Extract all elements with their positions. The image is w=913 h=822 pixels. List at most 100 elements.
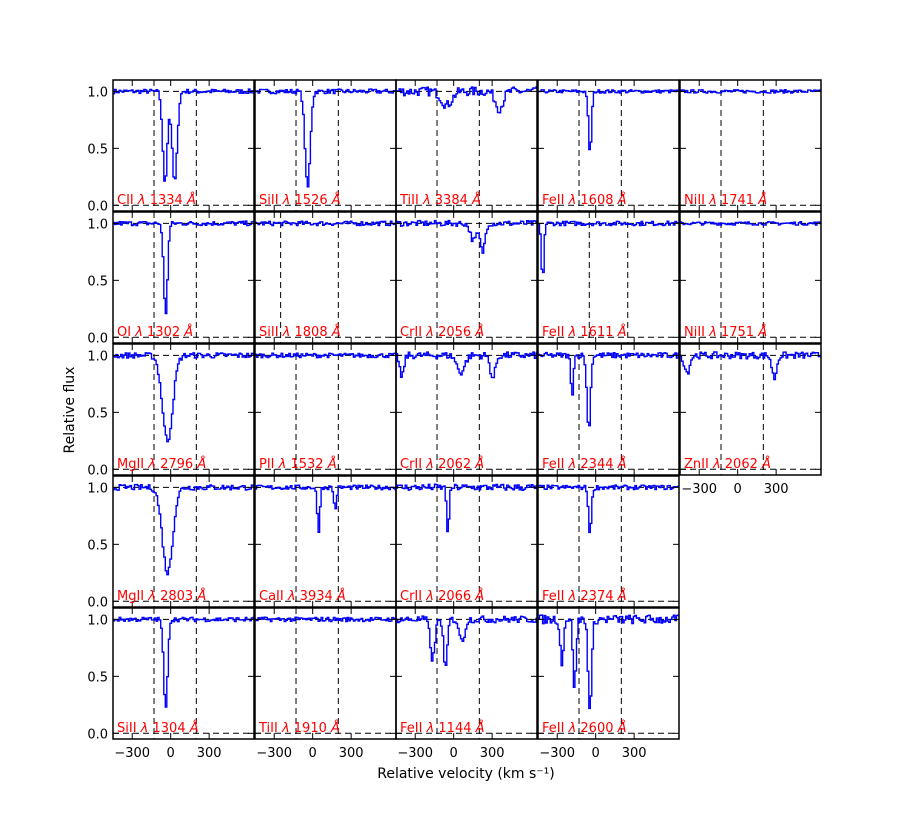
x-tick-label: 0 [734, 482, 742, 497]
x-tick-label: −300 [114, 746, 150, 761]
spectrum-line [396, 615, 537, 666]
panel-frame [679, 343, 822, 476]
transition-label: MgII λ 2796 Å [117, 456, 206, 472]
transition-label: PII λ 1532 Å [259, 456, 337, 472]
panel-siii-1808: SiII λ 1808 Å [254, 211, 397, 344]
x-tick-label: 300 [339, 746, 364, 761]
spectrum-line [538, 484, 679, 534]
panel-frame [254, 475, 397, 608]
spectrum-line [396, 86, 537, 114]
y-tick-label: 0.5 [87, 406, 108, 421]
spectrum-line [255, 484, 396, 533]
panel-mgii-2796: 0.0 0.5 1.0 MgII λ 2796 Å [87, 343, 255, 478]
y-tick-label: 0.0 [87, 727, 108, 742]
spectrum-line [396, 351, 537, 379]
panel-niii-1751: NiII λ 1751 Å [679, 211, 822, 344]
panels-group: 0.0 0.5 1.0 CII λ 1334 Å SiII λ 1526 Å TiII λ… [87, 79, 822, 761]
panel-frame [112, 475, 255, 608]
spectrum-line [113, 483, 254, 576]
panel-crii-2066: CrII λ 2066 Å [395, 475, 538, 608]
panel-siii-1526: SiII λ 1526 Å [254, 79, 397, 212]
spectrum-line [538, 351, 679, 427]
panel-frame [254, 343, 397, 476]
panel-frame [395, 343, 538, 476]
panel-frame [537, 475, 680, 608]
transition-label: NiII λ 1741 Å [684, 192, 767, 208]
y-tick-label: 0.5 [87, 538, 108, 553]
panel-frame [537, 211, 680, 344]
panel-frame [395, 211, 538, 344]
x-tick-label: −300 [397, 746, 433, 761]
y-tick-label: 1.0 [87, 613, 108, 628]
spectrum-line [538, 614, 679, 710]
spectrum-line [538, 220, 679, 274]
spectrum-line [255, 220, 396, 227]
transition-label: MgII λ 2803 Å [117, 588, 206, 604]
transition-label: NiII λ 1751 Å [684, 324, 767, 340]
spectrum-line [113, 352, 254, 443]
panel-frame [254, 79, 397, 212]
panel-frame [254, 211, 397, 344]
spectrum-line [396, 219, 537, 254]
panel-feii-1144: −300 0 300 FeII λ 1144 Å [395, 607, 538, 761]
spectrum-line [113, 220, 254, 315]
transition-label: FeII λ 2344 Å [542, 456, 627, 472]
spectrum-line [680, 89, 821, 94]
transition-label: TiII λ 3384 Å [399, 192, 481, 208]
x-tick-label: 300 [622, 746, 647, 761]
spectrum-line [255, 352, 396, 359]
panel-znii-2062: −300 0 300 ZnII λ 2062 Å [679, 343, 822, 497]
panel-frame [112, 607, 255, 740]
spectrum-line [396, 483, 537, 533]
spectrum-line [255, 616, 396, 623]
y-tick-label: 1.0 [87, 217, 108, 232]
panel-feii-1608: FeII λ 1608 Å [537, 79, 680, 212]
spectrum-line [255, 88, 396, 188]
panel-frame [112, 211, 255, 344]
transition-label: CII λ 1334 Å [117, 192, 196, 208]
spectrum-line [113, 616, 254, 708]
panel-frame [395, 79, 538, 212]
x-axis-label: Relative velocity (km s⁻¹) [377, 766, 555, 782]
panel-frame [537, 79, 680, 212]
panel-caii-3934: CaII λ 3934 Å [254, 475, 397, 608]
y-tick-label: 0.5 [87, 670, 108, 685]
y-tick-label: 0.0 [87, 331, 108, 346]
panel-frame [254, 607, 397, 740]
panel-frame [395, 475, 538, 608]
x-tick-label: 300 [197, 746, 222, 761]
y-tick-label: 0.5 [87, 274, 108, 289]
y-tick-label: 1.0 [87, 349, 108, 364]
transition-label: CrII λ 2056 Å [400, 324, 484, 340]
transition-label: SiII λ 1304 Å [117, 720, 199, 736]
panel-niii-1741: NiII λ 1741 Å [679, 79, 822, 212]
transition-label: FeII λ 1144 Å [400, 720, 485, 736]
y-axis-label: Relative flux [62, 367, 78, 454]
transition-label: FeII λ 1608 Å [542, 192, 627, 208]
transition-label: ZnII λ 2062 Å [684, 456, 771, 472]
y-tick-label: 0.0 [87, 463, 108, 478]
x-tick-label: 0 [450, 746, 458, 761]
panel-frame [395, 607, 538, 740]
x-tick-label: 0 [309, 746, 317, 761]
panel-feii-2600: −300 0 300 FeII λ 2600 Å [537, 607, 680, 761]
panel-frame [112, 343, 255, 476]
spectrum-line [680, 221, 821, 226]
panel-frame [679, 79, 822, 212]
y-tick-label: 1.0 [87, 85, 108, 100]
panel-frame [679, 211, 822, 344]
panel-mgii-2803: 0.0 0.5 1.0 MgII λ 2803 Å [87, 475, 255, 610]
panel-feii-1611: FeII λ 1611 Å [537, 211, 680, 344]
panel-feii-2344: FeII λ 2344 Å [537, 343, 680, 476]
x-tick-label: −300 [681, 482, 717, 497]
transition-label: FeII λ 2374 Å [542, 588, 627, 604]
x-tick-label: 0 [592, 746, 600, 761]
panel-crii-2062: CrII λ 2062 Å [395, 343, 538, 476]
panel-siii-1304: 0.0 0.5 1.0 −300 0 300 SiII λ 1304 Å [87, 607, 255, 761]
transition-label: TiII λ 1910 Å [258, 720, 340, 736]
x-tick-label: −300 [256, 746, 292, 761]
panel-feii-2374: FeII λ 2374 Å [537, 475, 680, 608]
transition-label: OI λ 1302 Å [117, 324, 193, 340]
x-tick-label: 300 [764, 482, 789, 497]
